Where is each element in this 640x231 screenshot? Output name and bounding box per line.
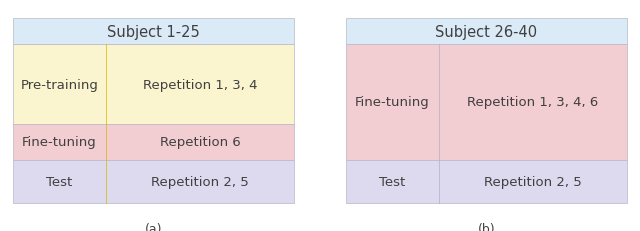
Bar [13, 160, 294, 203]
Bar [13, 45, 294, 124]
Text: Repetition 1, 3, 4, 6: Repetition 1, 3, 4, 6 [467, 96, 598, 109]
Text: Repetition 6: Repetition 6 [160, 136, 241, 149]
Bar [346, 18, 627, 45]
Bar [346, 45, 627, 160]
Text: Test: Test [379, 175, 405, 188]
Text: Repetition 2, 5: Repetition 2, 5 [151, 175, 249, 188]
Text: (a): (a) [145, 222, 163, 231]
Text: Fine-tuning: Fine-tuning [355, 96, 429, 109]
Bar [13, 124, 294, 160]
Bar [346, 160, 627, 203]
Text: Repetition 2, 5: Repetition 2, 5 [484, 175, 582, 188]
Bar [13, 18, 294, 45]
Text: Repetition 1, 3, 4: Repetition 1, 3, 4 [143, 78, 257, 91]
Text: Pre-training: Pre-training [20, 78, 98, 91]
Text: (b): (b) [477, 222, 495, 231]
Text: Test: Test [46, 175, 72, 188]
Text: Fine-tuning: Fine-tuning [22, 136, 97, 149]
Text: Subject 26-40: Subject 26-40 [435, 24, 538, 39]
Text: Subject 1-25: Subject 1-25 [108, 24, 200, 39]
